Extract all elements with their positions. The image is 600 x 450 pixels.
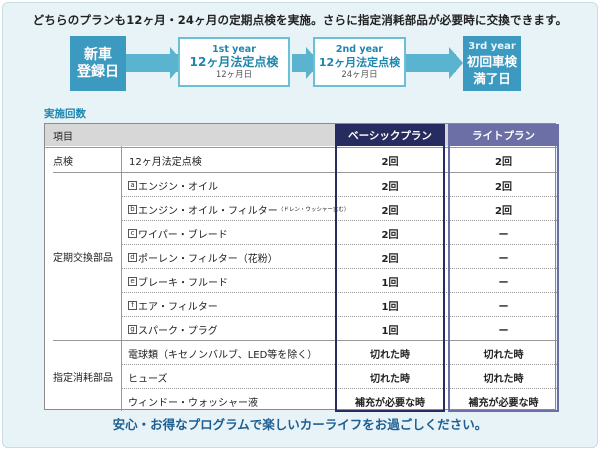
basic-value: 1回	[381, 325, 399, 337]
header-light-plan: ライトプラン	[450, 124, 557, 146]
category-consumables: 指定消耗部品	[53, 340, 121, 412]
timeline-first-year-label: 1st year	[212, 43, 256, 55]
table-row: b エンジン・オイル・フィルター （ドレン・ウッシャー含む） 2回 2回	[122, 196, 557, 220]
table-row: g スパーク・プラグ 1回 ー	[122, 316, 557, 340]
item-letter-box: b	[128, 204, 137, 214]
timeline-end-line2: 満了日	[473, 70, 511, 86]
item-name: a エンジン・オイル	[128, 173, 218, 197]
timeline-first-year-sub: 12ヶ月日	[215, 69, 253, 80]
basic-value: 2回	[381, 205, 399, 217]
light-value: 切れた時	[483, 373, 524, 385]
item-label: ワイパー・ブレード	[138, 229, 228, 241]
timeline-second-year-sub: 24ヶ月日	[341, 69, 378, 80]
table-row: d ポーレン・フィルター（花粉） 2回 ー	[122, 244, 557, 268]
item-label: ポーレン・フィルター（花粉）	[138, 253, 278, 265]
item-letter-box: d	[128, 252, 137, 262]
item-name: f エア・フィルター	[128, 293, 218, 317]
light-value: ー	[498, 301, 509, 313]
item-name: c ワイパー・ブレード	[128, 221, 228, 245]
section-label: 実施回数	[44, 108, 86, 120]
table-row: ヒューズ 切れた時 切れた時	[122, 364, 557, 388]
item-note: （ドレン・ウッシャー含む）	[277, 207, 350, 213]
category-regular-parts: 定期交換部品	[53, 172, 121, 340]
item-letter-box: f	[128, 300, 137, 310]
item-label: エア・フィルター	[138, 301, 218, 313]
item-label: エンジン・オイル	[138, 181, 218, 193]
timeline-arrow	[404, 54, 456, 72]
timeline-end-year: 3rd year	[468, 40, 516, 52]
column-divider	[121, 146, 122, 411]
item-label: ブレーキ・フルード	[138, 277, 228, 289]
item-name: b エンジン・オイル・フィルター （ドレン・ウッシャー含む）	[128, 197, 349, 221]
light-value: 2回	[495, 205, 512, 217]
item-label: エンジン・オイル・フィルター	[138, 205, 278, 217]
timeline: 新車 登録日 1st year 12ヶ月法定点検 12ヶ月日 2nd year …	[0, 34, 600, 92]
header-item: 項目	[53, 131, 73, 143]
item-name: ヒューズ	[128, 373, 168, 385]
item-name: g スパーク・プラグ	[128, 317, 218, 341]
item-letter-box: e	[128, 276, 137, 286]
light-value: 補充が必要な時	[468, 397, 539, 409]
table-row: e ブレーキ・フルード 1回 ー	[122, 268, 557, 292]
footer-message: 安心・お得なプログラムで楽しいカーライフをお過ごしください。	[112, 417, 488, 432]
timeline-start-line1: 新車	[84, 46, 112, 63]
timeline-second-year-main: 12ヶ月法定点検	[318, 55, 401, 69]
table-row: c ワイパー・ブレード 2回 ー	[122, 220, 557, 244]
light-value: ー	[498, 277, 509, 289]
item-name: 12ヶ月法定点検	[129, 156, 202, 168]
item-name: ウィンドー・ウォッシャー液	[128, 397, 258, 409]
timeline-end: 3rd year 初回車検 満了日	[463, 36, 521, 91]
table-row: ウィンドー・ウォッシャー液 補充が必要な時 補充が必要な時	[122, 388, 557, 412]
light-value: ー	[498, 253, 509, 265]
table-row: f エア・フィルター 1回 ー	[122, 292, 557, 316]
table-row: a エンジン・オイル 2回 2回	[122, 172, 557, 196]
basic-value: 切れた時	[370, 349, 410, 361]
timeline-first-year: 1st year 12ヶ月法定点検 12ヶ月日	[178, 37, 290, 87]
timeline-end-line1: 初回車検	[466, 53, 517, 69]
table-row: 電球類（キセノンバルブ、LED等を除く） 切れた時 切れた時	[122, 340, 557, 364]
basic-value: 切れた時	[370, 373, 410, 385]
timeline-first-year-main: 12ヶ月法定点検	[189, 54, 279, 69]
item-letter-box: c	[128, 228, 137, 238]
plan-comparison-table: 項目 ベーシックプラン ライトプラン 点検 12ヶ月法定点検 2回 2回 a エン…	[44, 123, 559, 412]
light-value: ー	[498, 229, 509, 241]
item-letter-box: g	[128, 324, 137, 334]
item-label: スパーク・プラグ	[138, 325, 218, 337]
basic-value: 補充が必要な時	[355, 397, 425, 409]
basic-value: 2回	[381, 156, 399, 168]
category-inspection: 点検	[53, 156, 73, 168]
item-letter-box: a	[128, 180, 137, 190]
light-value: 2回	[495, 156, 512, 168]
timeline-second-year-label: 2nd year	[335, 43, 384, 55]
timeline-start-line2: 登録日	[77, 63, 119, 80]
timeline-second-year: 2nd year 12ヶ月法定点検 24ヶ月日	[313, 37, 406, 87]
light-value: 切れた時	[483, 349, 524, 361]
timeline-start: 新車 登録日	[70, 36, 126, 91]
table-row: 点検 12ヶ月法定点検 2回 2回	[45, 147, 557, 171]
item-name: d ポーレン・フィルター（花粉）	[128, 245, 278, 269]
light-value: ー	[498, 325, 509, 337]
header-basic-plan: ベーシックプラン	[337, 124, 443, 146]
basic-value: 2回	[381, 253, 399, 265]
item-name: 電球類（キセノンバルブ、LED等を除く）	[128, 349, 318, 361]
basic-value: 1回	[381, 277, 399, 289]
timeline-arrow	[120, 54, 180, 72]
intro-text: どちらのプランも12ヶ月・24ヶ月の定期点検を実施。さらに指定消耗部品が必要時に…	[32, 13, 568, 27]
basic-value: 2回	[381, 181, 399, 193]
basic-value: 1回	[381, 301, 399, 313]
item-name: e ブレーキ・フルード	[128, 269, 228, 293]
basic-value: 2回	[381, 229, 399, 241]
light-value: 2回	[495, 181, 512, 193]
timeline-arrow-head	[449, 47, 463, 79]
